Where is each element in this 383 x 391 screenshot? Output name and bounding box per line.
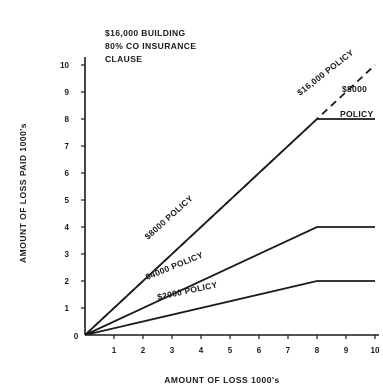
x-tick-label: 9 [344,346,349,355]
y-tick-label: 3 [65,250,70,259]
series-line-2 [84,226,375,336]
x-tick-label: 3 [170,346,175,355]
y-tick-label: 4 [65,223,70,232]
y-tick-label: 10 [60,61,69,70]
y-tick-label: 5 [65,196,70,205]
x-tick-label: 1 [112,346,117,355]
series-label-4: $4000 POLICY [144,250,205,282]
y-tick-label: 8 [65,115,70,124]
series-line-1 [84,118,375,336]
note-line-3: CLAUSE [105,54,142,64]
series-label-1: $8000 POLICY [143,193,195,241]
y-tick-label: 7 [65,142,70,151]
y-tick-label: 2 [65,277,70,286]
note-line-2: 80% CO INSURANCE [105,41,196,51]
series-label-5: $2000 POLICY [156,279,218,302]
series-label-2: $8000 [342,84,367,94]
origin-label: 0 [74,332,79,341]
x-tick-label: 7 [286,346,291,355]
note-line-1: $16,000 BUILDING [105,28,186,38]
y-tick-label: 9 [65,88,70,97]
axes [81,57,379,339]
x-tick-label: 10 [371,346,380,355]
y-tick-label: 1 [65,304,70,313]
series-label-3: POLICY [340,109,373,119]
x-axis-title: AMOUNT OF LOSS 1000's [164,375,280,385]
x-tick-label: 8 [315,346,320,355]
series-line-3 [84,280,375,336]
tick-labels: 1 2 3 4 5 6 7 8 9 10 1 2 3 4 5 6 7 8 9 10 [60,61,380,355]
x-tick-label: 4 [199,346,204,355]
y-axis-title: AMOUNT OF LOSS PAID 1000's [18,123,28,263]
x-tick-label: 6 [257,346,262,355]
series-lines [84,64,376,336]
x-tick-label: 5 [228,346,233,355]
x-tick-label: 2 [141,346,146,355]
y-tick-label: 6 [65,169,70,178]
